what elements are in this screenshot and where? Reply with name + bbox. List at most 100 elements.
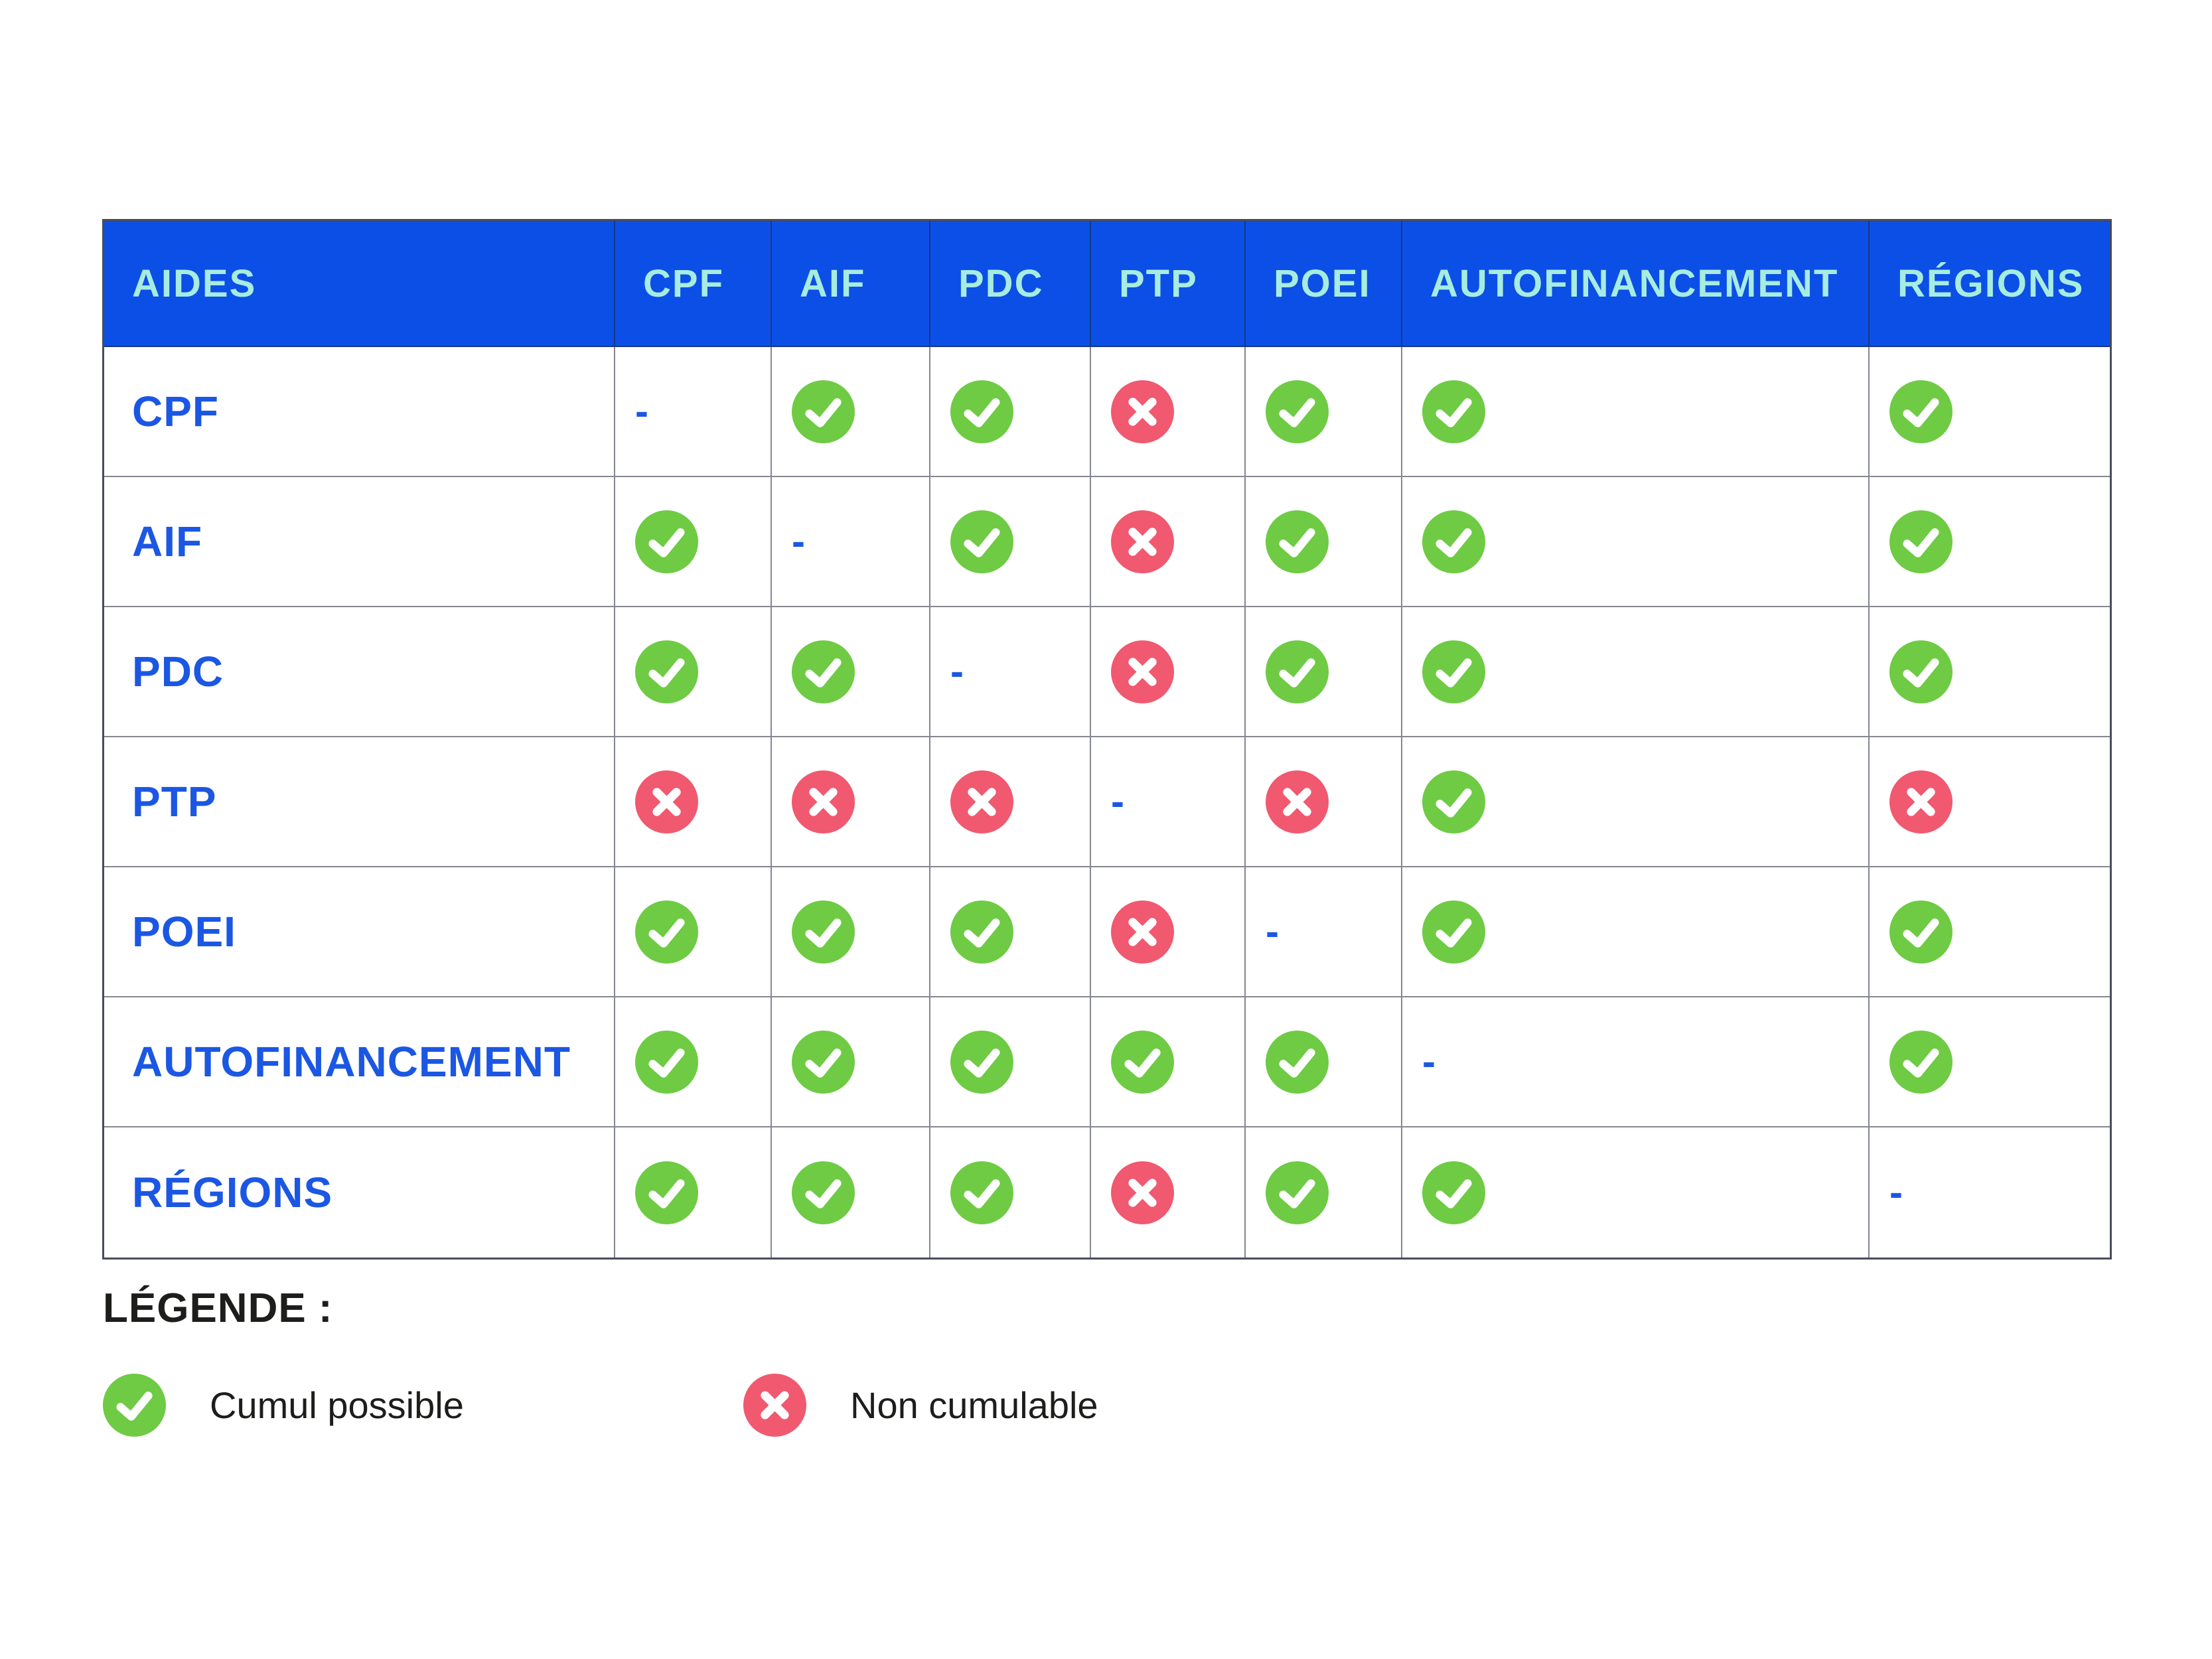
cell-pdc-autofinancement [1402,607,1870,737]
check-circle-icon [950,900,1013,964]
cell-pdc-ptp [1091,607,1246,737]
cell-regions-poei [1246,1127,1402,1258]
column-header-autofinancement: AUTOFINANCEMENT [1402,221,1870,347]
row-header-aif: AIF [104,477,615,607]
cross-circle-icon [1889,770,1953,833]
column-header-pdc: PDC [930,221,1091,347]
cell-poei-pdc [930,867,1091,997]
cell-aif-poei [1246,477,1402,607]
row-header-pdc: PDC [104,607,615,737]
cross-circle-icon [743,1374,806,1437]
column-header-label: AIDES [132,261,257,305]
cell-poei-autofinancement [1402,867,1870,997]
cell-regions-autofinancement [1402,1127,1870,1258]
cell-poei-cpf [615,867,772,997]
column-header-aides: AIDES [104,221,615,347]
check-circle-icon [792,1030,855,1094]
check-circle-icon [1422,510,1485,573]
cell-poei-regions [1870,867,2110,997]
column-header-ptp: PTP [1091,221,1246,347]
check-circle-icon [1889,900,1953,964]
check-circle-icon [1266,640,1329,703]
cross-circle-icon [1111,900,1174,964]
cell-cpf-aif [772,347,930,477]
column-header-cpf: CPF [615,221,772,347]
dash-self: - [635,389,648,433]
cell-aif-aif: - [772,477,930,607]
cell-poei-aif [772,867,930,997]
column-header-label: CPF [643,261,724,305]
column-header-label: PTP [1119,261,1198,305]
cell-aif-ptp [1091,477,1246,607]
check-circle-icon [635,510,698,573]
check-circle-icon [792,640,855,703]
row-header-label: CPF [132,388,219,435]
check-circle-icon [1422,640,1485,703]
aid-compatibility-table: AIDES CPF AIF PDC PTP POEI AUTOFINANCEMENT RÉGI… [102,219,2112,1260]
row-header-label: PDC [132,648,224,695]
column-header-poei: POEI [1246,221,1402,347]
cell-ptp-cpf [615,737,772,867]
cell-regions-aif [772,1127,930,1258]
column-header-regions: RÉGIONS [1870,221,2110,347]
column-header-label: RÉGIONS [1897,261,2085,305]
check-circle-icon [1889,1030,1953,1094]
cell-cpf-cpf: - [615,347,772,477]
cell-regions-pdc [930,1127,1091,1258]
cell-ptp-aif [772,737,930,867]
row-header-label: AIF [132,518,203,565]
check-circle-icon [792,900,855,964]
check-circle-icon [1266,380,1329,443]
cell-autofinancement-poei [1246,997,1402,1127]
legend-title: LÉGENDE : [103,1285,333,1331]
cross-circle-icon [1111,510,1174,573]
dash-self: - [1422,1039,1436,1084]
cell-ptp-regions [1870,737,2110,867]
row-header-regions: RÉGIONS [104,1127,615,1258]
cross-circle-icon [792,770,855,833]
row-header-poei: POEI [104,867,615,997]
cell-autofinancement-regions [1870,997,2110,1127]
cell-cpf-regions [1870,347,2110,477]
cell-pdc-cpf [615,607,772,737]
row-header-label: AUTOFINANCEMENT [132,1038,571,1086]
cell-ptp-autofinancement [1402,737,1870,867]
check-circle-icon [1266,1161,1329,1224]
legend-item-label: Cumul possible [210,1384,464,1426]
column-header-label: PDC [958,261,1044,305]
column-header-aif: AIF [772,221,930,347]
row-header-cpf: CPF [104,347,615,477]
cell-poei-poei: - [1246,867,1402,997]
check-circle-icon [1422,770,1485,833]
cell-aif-pdc [930,477,1091,607]
row-header-label: POEI [132,908,236,956]
cell-ptp-poei [1246,737,1402,867]
check-circle-icon [103,1374,166,1437]
dash-self: - [792,519,805,563]
row-header-ptp: PTP [104,737,615,867]
cell-poei-ptp [1091,867,1246,997]
legend: Cumul possible Non cumulable [103,1374,1098,1437]
cell-pdc-aif [772,607,930,737]
cell-autofinancement-autofinancement: - [1402,997,1870,1127]
check-circle-icon [950,510,1013,573]
cell-regions-ptp [1091,1127,1246,1258]
check-circle-icon [950,380,1013,443]
cell-cpf-poei [1246,347,1402,477]
check-circle-icon [950,1161,1013,1224]
check-circle-icon [1422,380,1485,443]
dash-self: - [950,649,964,693]
cell-aif-regions [1870,477,2110,607]
cross-circle-icon [950,770,1013,833]
row-header-label: RÉGIONS [132,1169,333,1216]
cell-aif-autofinancement [1402,477,1870,607]
check-circle-icon [635,640,698,703]
cross-circle-icon [1111,640,1174,703]
cell-pdc-poei [1246,607,1402,737]
cell-regions-cpf [615,1127,772,1258]
check-circle-icon [1422,1161,1485,1224]
column-header-label: AIF [800,261,866,305]
dash-self: - [1889,1170,1903,1214]
cell-autofinancement-aif [772,997,930,1127]
